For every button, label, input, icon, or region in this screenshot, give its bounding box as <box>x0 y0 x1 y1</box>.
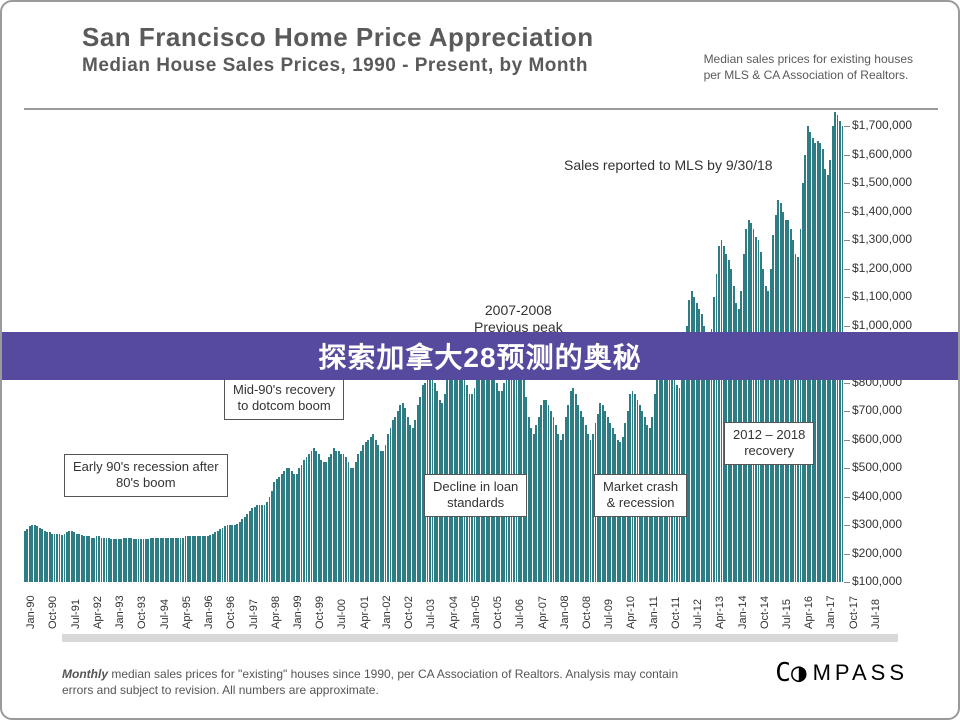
x-tick-label: Jul-12 <box>692 599 704 629</box>
overlay-banner: 探索加拿大28预测的奥秘 <box>2 332 958 380</box>
y-tick-label: $1,000,000 <box>852 318 912 332</box>
annotation-mlsnote: Sales reported to MLS by 9/30/18 <box>564 157 773 174</box>
title-block: San Francisco Home Price Appreciation Me… <box>82 22 594 77</box>
x-tick-label: Jan-93 <box>114 595 126 629</box>
x-tick-label: Jul-06 <box>514 599 526 629</box>
y-tick-label: $1,300,000 <box>852 232 912 246</box>
annotation-peak0708: 2007-2008Previous peak <box>474 302 563 336</box>
x-tick-label: Jan-11 <box>648 596 660 629</box>
y-tick-label: $1,400,000 <box>852 204 912 218</box>
y-tick-label: $300,000 <box>852 517 902 531</box>
x-tick-label: Apr-10 <box>625 596 637 629</box>
y-tick-label: $1,700,000 <box>852 118 912 132</box>
x-tick-label: Apr-92 <box>92 596 104 629</box>
footnote-body: median sales prices for "existing" house… <box>62 667 678 697</box>
x-tick-label: Oct-99 <box>314 596 326 629</box>
annotation-mid90s: Mid-90's recoveryto dotcom boom <box>224 377 344 420</box>
x-tick-label: Jan-99 <box>292 595 304 629</box>
x-tick-label: Jan-90 <box>25 595 37 629</box>
x-tick-label: Jul-00 <box>336 599 348 629</box>
source-note: Median sales prices for existing housesp… <box>704 52 913 83</box>
chart-subtitle: Median House Sales Prices, 1990 - Presen… <box>82 55 594 77</box>
y-tick-label: $200,000 <box>852 546 902 560</box>
x-tick-label: Jan-05 <box>470 595 482 629</box>
x-tick-label: Apr-07 <box>537 596 549 629</box>
x-tick-label: Jan-17 <box>825 595 837 629</box>
x-tick-label: Jan-08 <box>559 595 571 629</box>
x-tick-label: Jul-97 <box>248 599 260 629</box>
x-tick-label: Apr-01 <box>359 596 371 629</box>
x-tick-label: Jan-02 <box>381 595 393 629</box>
y-tick-label: $1,600,000 <box>852 147 912 161</box>
x-tick-label: Jul-91 <box>70 599 82 629</box>
x-tick-label: Oct-11 <box>670 597 682 629</box>
y-tick-label: $600,000 <box>852 432 902 446</box>
x-tick-label: Apr-98 <box>270 596 282 629</box>
x-tick-label: Oct-93 <box>136 596 148 629</box>
annotation-crash: Market crash& recession <box>594 474 687 517</box>
compass-logo: C◑ MPASS <box>775 658 908 688</box>
y-tick-label: $700,000 <box>852 403 902 417</box>
compass-logo-text: MPASS <box>813 660 908 686</box>
x-tick-label: Oct-05 <box>492 596 504 629</box>
y-tick-label: $400,000 <box>852 489 902 503</box>
x-tick-label: Apr-04 <box>448 596 460 629</box>
x-tick-label: Oct-17 <box>848 596 860 629</box>
x-tick-label: Jul-18 <box>870 599 882 629</box>
x-tick-label: Jul-94 <box>159 599 171 629</box>
annotation-decline: Decline in loanstandards <box>424 474 527 517</box>
x-tick-label: Jul-03 <box>425 599 437 629</box>
annotation-recovery: 2012 – 2018recovery <box>724 422 814 465</box>
x-tick-label: Oct-08 <box>581 596 593 629</box>
y-tick-label: $1,500,000 <box>852 175 912 189</box>
x-tick-label: Jul-15 <box>781 599 793 629</box>
x-tick-label: Jan-14 <box>737 595 749 629</box>
x-axis-shadow <box>62 634 898 642</box>
x-tick-label: Apr-95 <box>181 596 193 629</box>
annotation-early90s: Early 90's recession after80's boom <box>64 454 228 497</box>
y-tick-label: $500,000 <box>852 460 902 474</box>
x-tick-label: Jan-96 <box>203 595 215 629</box>
y-tick-label: $1,100,000 <box>852 289 912 303</box>
x-tick-label: Apr-13 <box>714 596 726 629</box>
overlay-banner-text: 探索加拿大28预测的奥秘 <box>318 336 641 376</box>
x-tick-label: Apr-16 <box>803 596 815 629</box>
divider <box>24 108 938 110</box>
x-tick-label: Oct-02 <box>403 596 415 629</box>
chart-title: San Francisco Home Price Appreciation <box>82 22 594 53</box>
x-tick-label: Oct-14 <box>759 596 771 629</box>
x-tick-label: Oct-90 <box>47 596 59 629</box>
y-tick-label: $100,000 <box>852 574 902 588</box>
x-tick-label: Jul-09 <box>603 599 615 629</box>
footnote: Monthly median sales prices for "existin… <box>62 666 682 698</box>
chart-card: San Francisco Home Price Appreciation Me… <box>0 0 960 720</box>
footnote-lead: Monthly <box>62 667 108 681</box>
compass-logo-icon: C◑ <box>775 658 806 688</box>
x-tick-label: Oct-96 <box>225 596 237 629</box>
y-tick-label: $1,200,000 <box>852 261 912 275</box>
